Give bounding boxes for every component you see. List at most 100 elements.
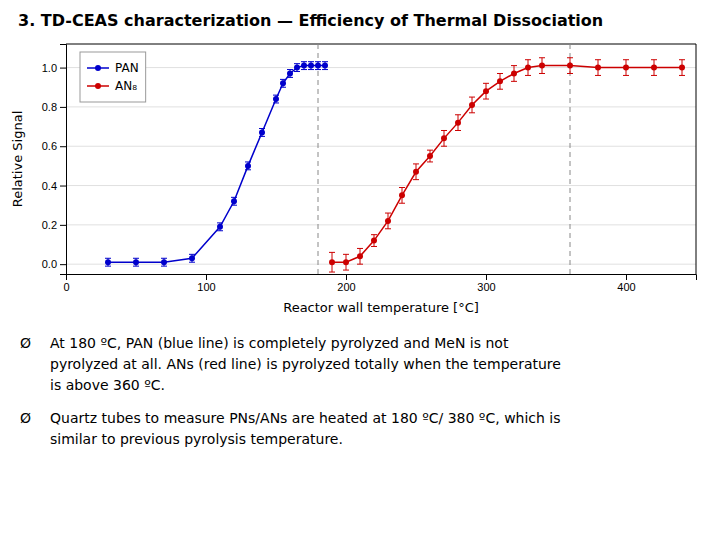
error-bar	[105, 258, 111, 266]
error-bar	[469, 97, 475, 113]
error-bar	[322, 62, 328, 70]
error-bar	[525, 60, 531, 76]
point	[511, 70, 517, 76]
annotation: pyrolyzed at all. ANs (red line) is pyro…	[50, 356, 561, 372]
point	[217, 224, 223, 230]
grid-line	[66, 106, 696, 107]
legend: PAN AN₈	[80, 52, 146, 102]
tick-mark	[626, 274, 627, 280]
legend-label: PAN	[115, 61, 139, 75]
point	[315, 63, 321, 69]
error-bar	[245, 162, 251, 170]
tick: 400	[617, 274, 635, 293]
tick-mark	[486, 274, 487, 280]
error-bar	[455, 115, 461, 131]
point	[259, 129, 265, 135]
point	[539, 63, 545, 69]
annotation: At 180 ºC, PAN (blue line) is completely…	[50, 335, 509, 351]
error-bar	[679, 60, 685, 76]
error-bar	[413, 164, 419, 180]
error-bar	[427, 150, 433, 162]
tick-label: 0.4	[42, 180, 57, 192]
y-axis: 0.0 0.2 0.4 0.6 0.8 1.0	[42, 45, 67, 275]
tick-mark	[60, 68, 66, 69]
x-axis-title: Reactor wall temperature [°C]	[283, 300, 479, 315]
bullet-symbol: Ø	[20, 410, 31, 426]
axis-line	[67, 275, 697, 281]
error-bar	[357, 248, 363, 264]
frame	[696, 44, 697, 274]
error-bar	[511, 66, 517, 82]
legend-marker	[95, 65, 101, 71]
point	[161, 259, 167, 265]
chart: 3. TD-CEAS characterization — Efficiency…	[0, 0, 720, 540]
tick-label: 200	[337, 281, 355, 293]
error-bar	[343, 254, 349, 270]
point	[469, 102, 475, 108]
point	[413, 169, 419, 175]
point	[273, 96, 279, 102]
tick: 100	[197, 274, 215, 293]
error-bar	[161, 258, 167, 266]
point	[371, 238, 377, 244]
grid-line	[66, 185, 696, 186]
tick: 200	[337, 274, 355, 293]
error-bar	[399, 188, 405, 204]
point	[287, 70, 293, 76]
tick-label: 0.0	[42, 258, 57, 270]
error-bar	[315, 62, 321, 70]
error-bar	[329, 252, 335, 272]
error-bar	[441, 130, 447, 146]
axis-line	[60, 45, 67, 275]
tick-mark	[60, 264, 66, 265]
tick-label: 0.2	[42, 219, 57, 231]
error-bar	[651, 60, 657, 76]
x-axis: 0 100 200 300 400	[63, 274, 696, 293]
tick-label: 300	[477, 281, 495, 293]
point	[455, 120, 461, 126]
line	[332, 66, 682, 263]
tick-mark	[60, 225, 66, 226]
error-bar	[567, 58, 573, 74]
marks	[105, 44, 685, 274]
reference-line	[318, 44, 319, 274]
point	[133, 259, 139, 265]
tick: 0	[63, 274, 69, 293]
error-bar	[273, 95, 279, 103]
point	[651, 65, 657, 71]
point	[322, 63, 328, 69]
error-bar	[385, 213, 391, 229]
tick-mark	[206, 274, 207, 280]
legend-label: AN₈	[115, 79, 137, 93]
bullet-symbol: Ø	[20, 335, 31, 351]
series	[329, 58, 685, 272]
point	[525, 65, 531, 71]
point	[280, 80, 286, 86]
title: 3. TD-CEAS characterization — Efficiency…	[18, 11, 603, 30]
point	[427, 153, 433, 159]
tick: 0.8	[42, 101, 66, 113]
point	[567, 63, 573, 69]
tick: 0.6	[42, 140, 66, 152]
tick: 0.4	[42, 180, 66, 192]
reference-line	[570, 44, 571, 274]
error-bar	[539, 58, 545, 74]
error-bar	[301, 62, 307, 70]
tick: 300	[477, 274, 495, 293]
tick-label: 0.8	[42, 101, 57, 113]
point	[294, 65, 300, 71]
error-bar	[595, 60, 601, 76]
grid-line	[66, 146, 696, 147]
y-axis-title: Relative Signal	[10, 111, 25, 208]
tick: 0.2	[42, 219, 66, 231]
grid-line	[66, 264, 696, 265]
point	[623, 65, 629, 71]
point	[483, 88, 489, 94]
error-bar	[497, 73, 503, 89]
tick: 1.0	[42, 62, 66, 74]
point	[245, 163, 251, 169]
tick: 0.0	[42, 258, 66, 270]
point	[189, 255, 195, 261]
point	[441, 135, 447, 141]
point	[679, 65, 685, 71]
